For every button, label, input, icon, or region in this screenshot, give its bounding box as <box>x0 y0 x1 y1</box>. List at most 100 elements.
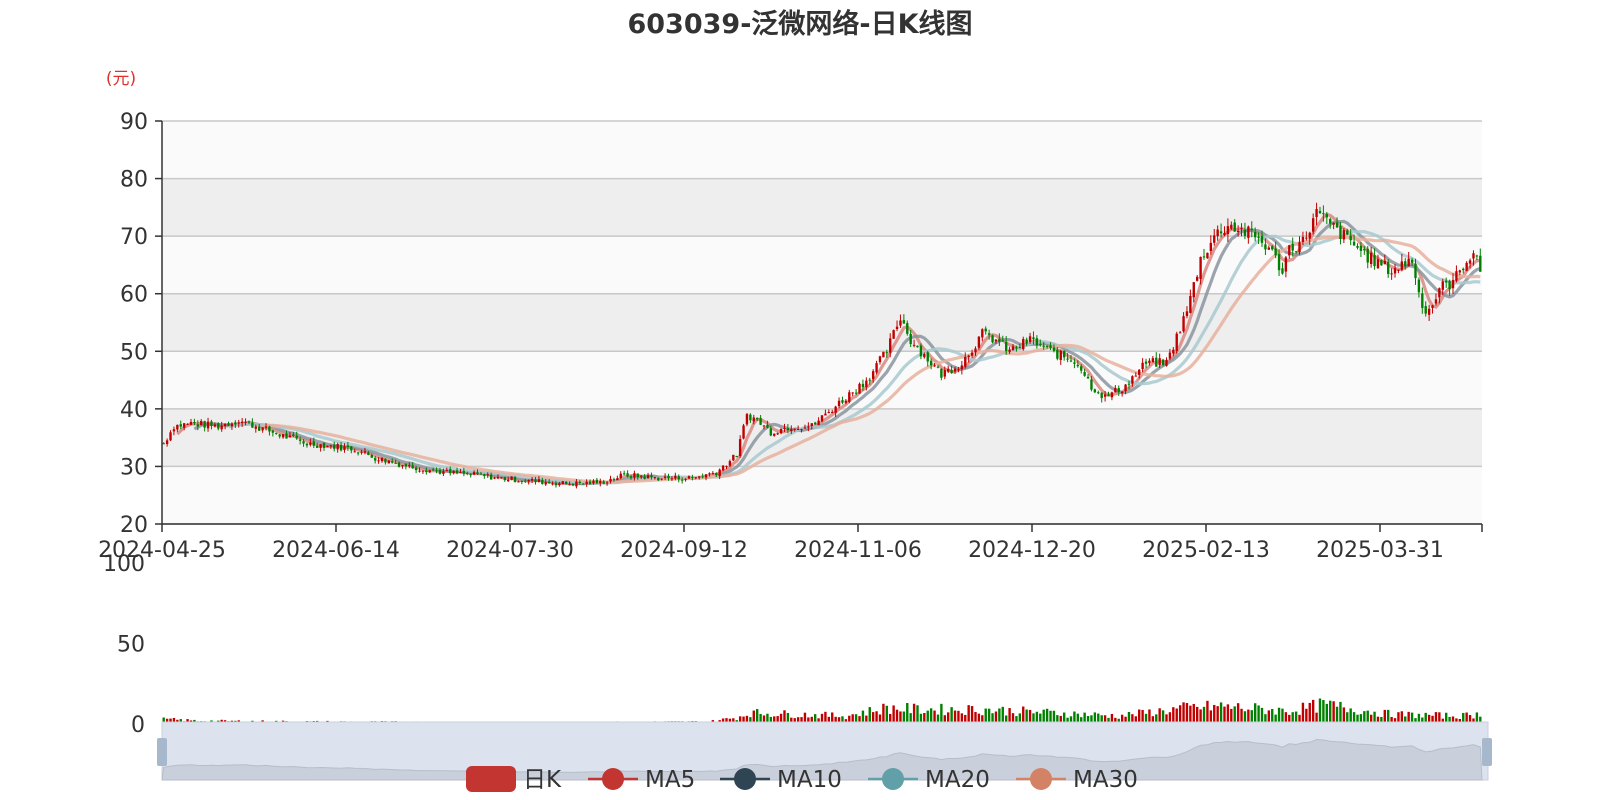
volume-bar <box>919 713 923 724</box>
candle-body <box>1127 383 1131 385</box>
candle-body <box>585 481 588 484</box>
candle-body <box>1264 244 1267 250</box>
candle-body <box>483 474 486 477</box>
candle-body <box>1141 362 1144 370</box>
volume-bar <box>1376 716 1380 724</box>
volume-bar <box>1018 713 1022 724</box>
volume-bar <box>960 713 964 724</box>
volume-bar <box>892 705 895 724</box>
candle-body <box>1475 255 1479 257</box>
candle-body <box>431 469 435 471</box>
candle-body <box>561 481 564 485</box>
datazoom-slider[interactable] <box>157 721 1492 781</box>
legend-label: MA30 <box>1073 767 1138 793</box>
candle-body <box>1356 245 1359 248</box>
candle-body <box>551 483 554 485</box>
legend-item[interactable]: MA20 <box>868 767 990 793</box>
candle-body <box>1424 306 1427 314</box>
legend-item[interactable]: MA5 <box>588 767 695 793</box>
legend-item[interactable]: 日K <box>466 766 562 793</box>
volume-bar <box>773 716 776 724</box>
volume-bar <box>1011 713 1015 724</box>
candle-body <box>394 462 397 464</box>
candle-body <box>1093 389 1097 393</box>
volume-bar <box>1462 712 1465 724</box>
volume-bar <box>902 711 906 724</box>
candle-body <box>1080 366 1083 371</box>
volume-bar <box>967 705 970 724</box>
datazoom-left-handle[interactable] <box>157 738 167 766</box>
candle-body <box>220 425 223 430</box>
volume-bar <box>1363 711 1366 724</box>
volume-bar <box>1400 711 1404 724</box>
candle-body <box>411 465 414 469</box>
volume-bar <box>1424 712 1427 724</box>
candle-body <box>878 356 882 363</box>
candle-body <box>360 451 363 453</box>
volume-bar <box>957 710 960 724</box>
volume-bar <box>1417 713 1421 724</box>
volume-bar <box>1158 708 1161 724</box>
volume-bar <box>1206 700 1209 724</box>
volume-bar <box>1284 712 1288 724</box>
volume-bar <box>964 714 967 724</box>
candle-body <box>742 425 745 439</box>
candle-body <box>387 460 391 464</box>
candle-body <box>916 345 919 348</box>
candle-body <box>414 467 418 471</box>
candle-body <box>899 320 902 326</box>
legend-item[interactable]: MA10 <box>720 767 842 793</box>
candle-body <box>537 479 541 482</box>
candle-body <box>711 473 715 475</box>
candle-body <box>1199 256 1202 279</box>
volume-bar <box>1202 706 1206 724</box>
volume-bar <box>1209 710 1213 724</box>
candle-body <box>1172 349 1175 354</box>
candle-body <box>1298 242 1301 253</box>
volume-bar <box>943 715 946 724</box>
volume-bar <box>783 710 786 724</box>
candle-body <box>960 365 964 370</box>
candle-body <box>875 363 878 373</box>
candle-body <box>987 333 991 335</box>
volume-bar <box>1369 714 1373 724</box>
volume-bar <box>1253 703 1257 724</box>
candle-body <box>1134 375 1137 377</box>
volume-bar <box>1114 717 1117 724</box>
candle-body <box>616 478 619 481</box>
candle-body <box>1431 305 1434 308</box>
legend-item[interactable]: MA30 <box>1016 767 1138 793</box>
candle-body <box>824 413 827 416</box>
candle-body <box>906 323 909 334</box>
volume-bar <box>766 713 769 724</box>
volume-bar <box>1438 712 1441 724</box>
candle-body <box>1291 244 1294 251</box>
volume-bar <box>1004 715 1008 724</box>
datazoom-right-handle[interactable] <box>1482 738 1492 766</box>
volume-bar <box>929 708 933 724</box>
volume-bar <box>1444 712 1448 724</box>
candle-body <box>796 429 800 431</box>
candle-body <box>974 348 977 353</box>
candle-body <box>520 480 524 482</box>
candle-body <box>343 446 346 450</box>
candle-body <box>162 443 165 445</box>
candle-body <box>1148 360 1151 364</box>
candle-body <box>258 426 261 431</box>
volume-bar <box>1318 698 1322 724</box>
volume-bar <box>1431 715 1434 724</box>
volume-bar <box>1427 714 1431 724</box>
date-x-axis: 2024-04-25 2024-06-14 2024-07-30 2024-09-12… <box>98 523 1483 563</box>
volume-bar <box>1311 699 1315 724</box>
volume-bar <box>1131 714 1134 724</box>
volume-bar <box>725 718 728 724</box>
candle-body <box>817 420 820 425</box>
candle-body <box>210 421 213 427</box>
volume-bar <box>1144 713 1148 724</box>
candle-body <box>909 333 912 345</box>
candle-body <box>1025 339 1028 344</box>
volume-bar <box>878 714 882 724</box>
candle-body <box>240 421 244 424</box>
volume-bar <box>981 715 984 724</box>
